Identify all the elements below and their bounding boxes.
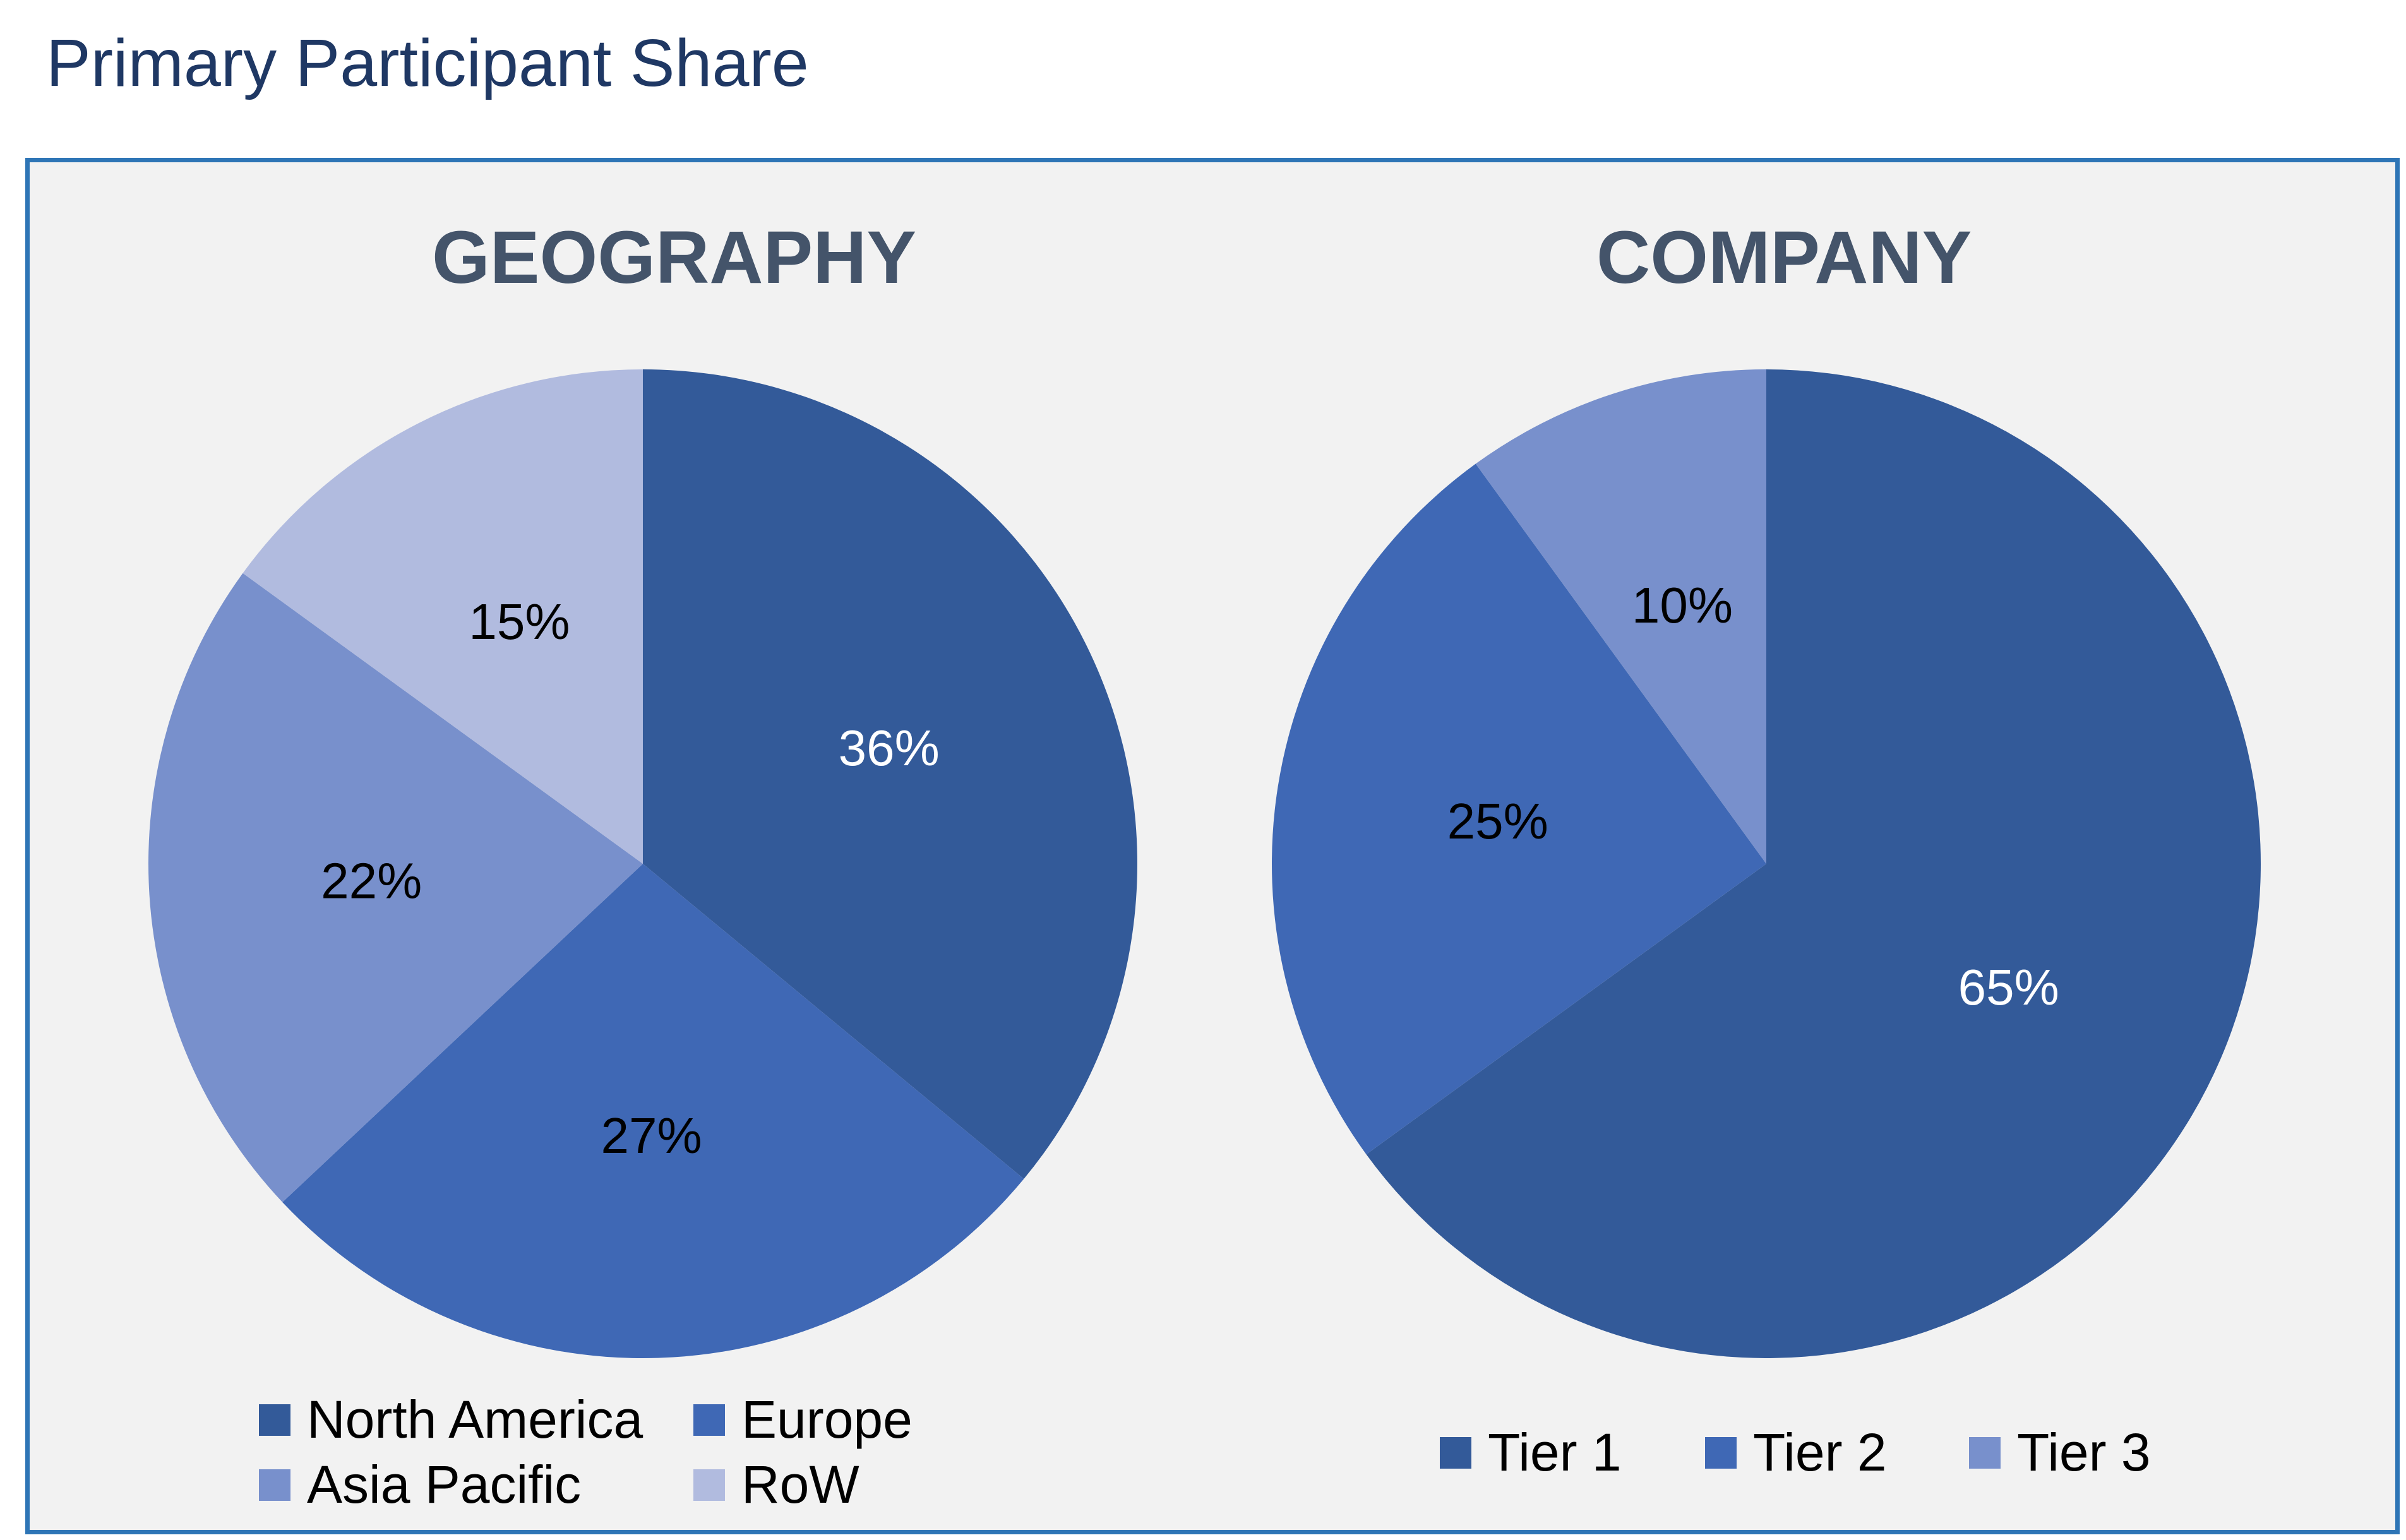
company-chart-title: COMPANY — [1596, 216, 1972, 299]
legend-swatch-asia-pacific — [259, 1469, 290, 1501]
legend-item-row: RoW — [693, 1454, 859, 1515]
legend-label-tier-3: Tier 3 — [2017, 1423, 2151, 1482]
company-pie: 65% 25% 10% — [1272, 369, 2261, 1358]
geography-chart-title: GEOGRAPHY — [432, 216, 917, 299]
legend-swatch-north-america — [259, 1404, 290, 1436]
legend-swatch-tier-2 — [1705, 1436, 1737, 1469]
data-label-asia-pacific: 22% — [321, 853, 422, 909]
pie-slice-europe — [282, 864, 1024, 1358]
data-label-row: 15% — [469, 594, 570, 650]
legend-label-north-america: North America — [307, 1390, 643, 1449]
data-label-tier-2: 25% — [1447, 793, 1548, 849]
pie-slice-tier-1 — [1366, 369, 2261, 1358]
legend-item-europe: Europe — [693, 1389, 913, 1450]
data-label-tier-1: 65% — [1958, 959, 2059, 1015]
legend-item-tier-3: Tier 3 — [1969, 1422, 2151, 1483]
legend-label-asia-pacific: Asia Pacific — [307, 1455, 582, 1514]
legend-item-tier-1: Tier 1 — [1440, 1422, 1622, 1483]
legend-swatch-tier-1 — [1440, 1436, 1471, 1469]
pie-slice-row — [242, 369, 643, 864]
legend-swatch-europe — [693, 1404, 725, 1436]
legend-label-tier-2: Tier 2 — [1753, 1423, 1887, 1482]
geography-pie: 36% 27% 22% 15% — [148, 369, 1137, 1358]
pie-slice-tier-3 — [1475, 369, 1766, 864]
page-title: Primary Participant Share — [46, 26, 809, 100]
data-label-north-america: 36% — [839, 720, 940, 776]
data-label-tier-3: 10% — [1632, 577, 1733, 633]
pie-slice-north-america — [643, 369, 1137, 1179]
legend-label-row: RoW — [741, 1455, 859, 1514]
legend-label-tier-1: Tier 1 — [1488, 1423, 1622, 1482]
legend-swatch-tier-3 — [1969, 1436, 2001, 1469]
pie-slice-tier-2 — [1272, 463, 1766, 1155]
pie-slice-asia-pacific — [148, 573, 643, 1203]
legend-label-europe: Europe — [741, 1390, 913, 1449]
legend-item-tier-2: Tier 2 — [1705, 1422, 1887, 1483]
legend-item-north-america: North America — [259, 1389, 643, 1450]
legend-swatch-row — [693, 1469, 725, 1501]
data-label-europe: 27% — [601, 1107, 702, 1164]
legend-item-asia-pacific: Asia Pacific — [259, 1454, 581, 1515]
